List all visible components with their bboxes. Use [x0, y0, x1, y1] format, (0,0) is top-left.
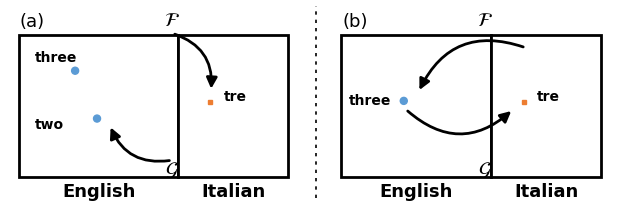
Bar: [491, 35, 601, 177]
FancyArrowPatch shape: [408, 111, 509, 134]
Text: English: English: [62, 183, 136, 201]
Bar: [178, 35, 288, 177]
Bar: [208, 100, 212, 104]
Bar: [341, 35, 491, 177]
Circle shape: [71, 67, 79, 74]
Bar: [19, 35, 178, 177]
Text: $\mathcal{F}$: $\mathcal{F}$: [477, 11, 493, 30]
Text: $\mathcal{G}$: $\mathcal{G}$: [165, 161, 179, 180]
Text: tre: tre: [224, 90, 247, 104]
FancyArrowPatch shape: [175, 34, 216, 86]
Text: two: two: [34, 118, 64, 132]
Circle shape: [93, 115, 101, 122]
Text: English: English: [379, 183, 453, 201]
Bar: [522, 100, 526, 104]
Text: three: three: [349, 94, 392, 108]
Text: $\mathcal{G}$: $\mathcal{G}$: [478, 161, 492, 180]
Text: (b): (b): [342, 13, 367, 31]
Text: Italian: Italian: [515, 183, 578, 201]
Text: $\mathcal{F}$: $\mathcal{F}$: [164, 11, 180, 30]
Text: tre: tre: [537, 90, 560, 104]
Text: Italian: Italian: [202, 183, 265, 201]
FancyArrowPatch shape: [111, 130, 170, 161]
Text: (a): (a): [20, 13, 45, 31]
FancyArrowPatch shape: [421, 41, 523, 87]
Circle shape: [400, 97, 408, 104]
Text: three: three: [34, 51, 77, 65]
